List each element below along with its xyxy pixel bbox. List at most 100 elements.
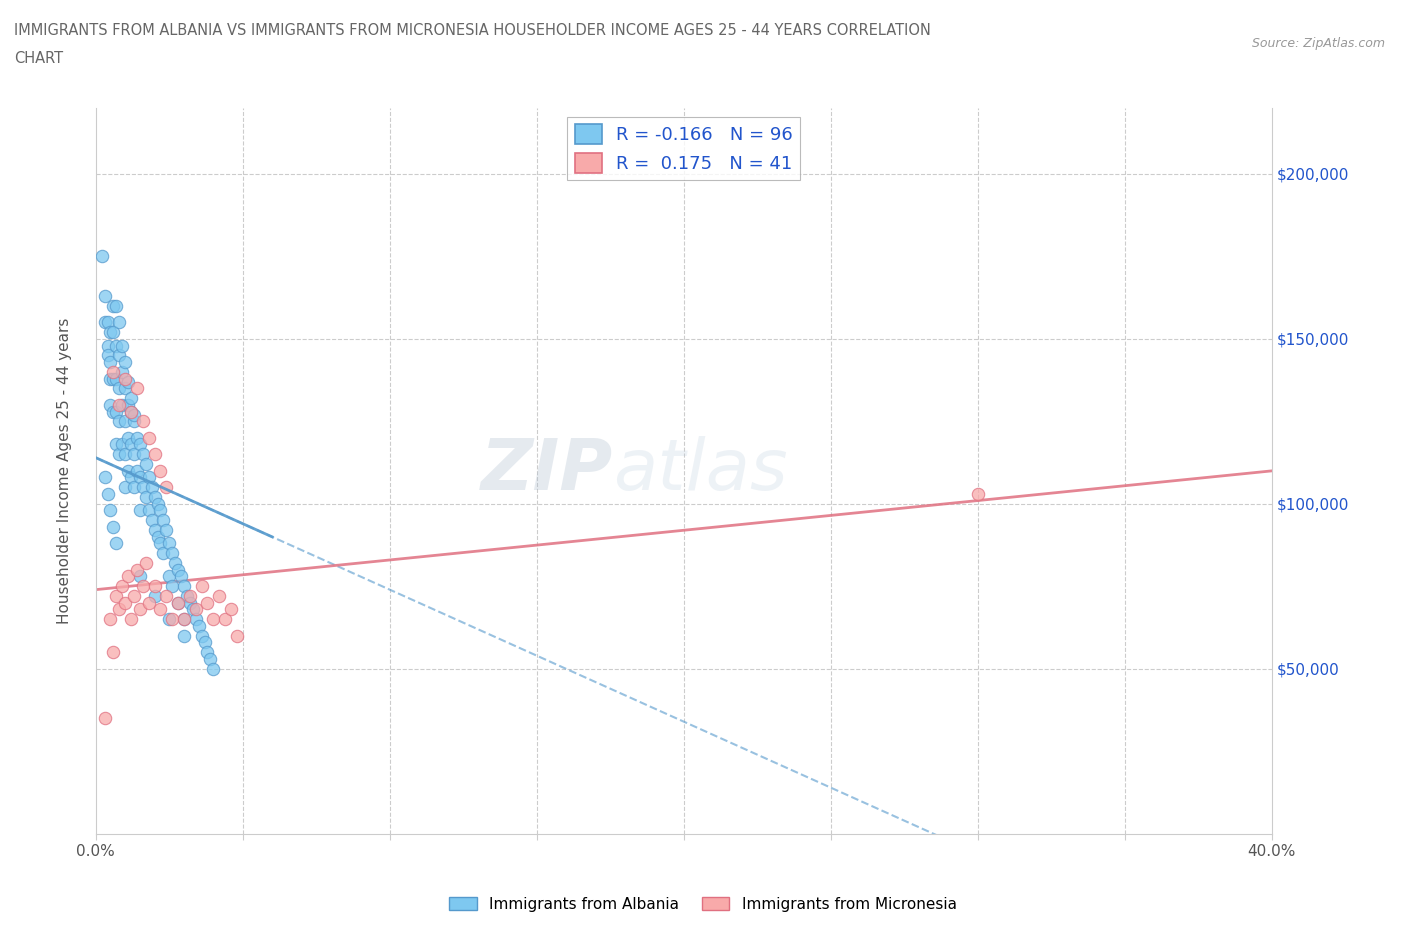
Point [122,589,145,604]
Point [152,546,174,561]
Text: CHART: CHART [14,51,63,66]
Point [146,529,169,544]
Point [111,437,134,452]
Point [103,371,125,386]
Point [114,354,136,369]
Point [117,569,139,584]
Point [125,431,148,445]
Point [160,546,183,561]
Point [225,629,247,644]
Point [100,612,122,627]
Point [120,437,142,452]
Point [93,315,115,330]
Point [202,612,225,627]
Point [105,589,128,604]
Point [111,397,134,412]
Text: atlas: atlas [613,436,787,505]
Point [181,602,204,617]
Point [155,480,177,495]
Point [100,503,122,518]
Point [100,354,122,369]
Point [149,503,172,518]
Point [167,595,190,610]
Point [122,447,145,462]
Point [105,404,128,418]
Point [108,414,131,429]
Point [108,315,131,330]
Point [96,315,118,330]
Point [105,339,128,353]
Point [105,437,128,452]
Point [143,490,166,505]
Point [202,661,225,676]
Point [138,503,160,518]
Point [179,589,201,604]
Point [96,339,118,353]
Point [90,249,112,264]
Point [105,299,128,313]
Point [132,447,155,462]
Point [184,602,207,617]
Point [197,644,219,659]
Point [141,513,163,528]
Point [103,365,125,379]
Point [214,612,236,627]
Point [132,414,155,429]
Point [157,612,180,627]
Point [128,437,150,452]
Point [200,652,222,667]
Point [111,578,134,593]
Point [173,612,195,627]
Point [103,325,125,339]
Point [117,397,139,412]
Point [120,404,142,418]
Point [128,470,150,485]
Point [122,414,145,429]
Point [93,470,115,485]
Point [120,391,142,405]
Point [114,447,136,462]
Point [165,556,187,571]
Point [179,595,201,610]
Legend: Immigrants from Albania, Immigrants from Micronesia: Immigrants from Albania, Immigrants from… [443,890,963,918]
Y-axis label: Householder Income Ages 25 - 44 years: Householder Income Ages 25 - 44 years [58,318,72,624]
Point [117,463,139,478]
Point [128,602,150,617]
Point [128,569,150,584]
Point [160,578,183,593]
Point [103,520,125,535]
Point [157,569,180,584]
Point [135,490,157,505]
Point [187,618,209,633]
Point [100,371,122,386]
Point [167,563,190,578]
Point [120,612,142,627]
Point [141,480,163,495]
Point [105,371,128,386]
Point [146,497,169,512]
Point [122,480,145,495]
Point [219,602,242,617]
Point [100,397,122,412]
Point [103,404,125,418]
Point [155,589,177,604]
Point [100,325,122,339]
Point [125,381,148,396]
Point [117,431,139,445]
Point [173,578,195,593]
Point [143,589,166,604]
Point [149,463,172,478]
Point [143,578,166,593]
Point [108,348,131,363]
Point [190,578,212,593]
Point [157,536,180,551]
Text: ZIP: ZIP [481,436,613,505]
Point [108,397,131,412]
Point [184,612,207,627]
Point [173,629,195,644]
Point [111,365,134,379]
Point [966,486,988,501]
Point [138,431,160,445]
Point [138,595,160,610]
Point [190,629,212,644]
